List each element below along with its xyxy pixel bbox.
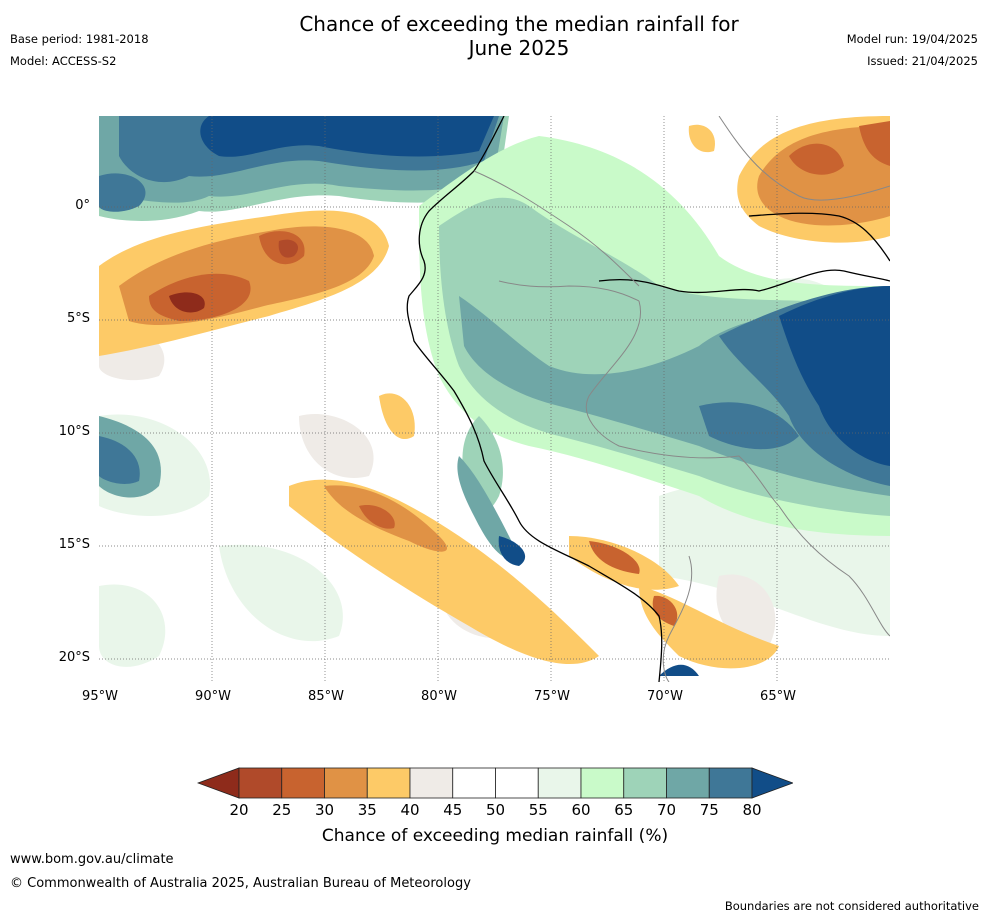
- colorbar-cell: [366, 767, 411, 799]
- colorbar-cell: [666, 767, 710, 799]
- map-title: Chance of exceeding the median rainfall …: [244, 12, 794, 60]
- base-period-text: Base period: 1981-2018: [10, 32, 149, 46]
- boundaries-disclaimer: Boundaries are not considered authoritat…: [724, 899, 979, 913]
- colorbar-tick-label: 25: [272, 801, 292, 819]
- lat-label-5s: 5°S: [66, 311, 90, 326]
- probability-dry-northeast: [688, 116, 890, 243]
- model-text: Model: ACCESS-S2: [10, 54, 117, 68]
- colorbar-cell-above-80: [751, 767, 793, 799]
- amazon-river: [598, 269, 890, 294]
- colorbar-tick-label: 75: [699, 801, 719, 819]
- lon-label-75w: 75°W: [534, 689, 570, 704]
- lon-label-70w: 70°W: [647, 689, 683, 704]
- probability-dry-band: [99, 210, 389, 356]
- colorbar-cell: [409, 767, 454, 799]
- title-line-2: June 2025: [468, 36, 570, 60]
- lon-label-95w: 95°W: [82, 689, 118, 704]
- meta-left: Base period: 1981-2018 Model: ACCESS-S2: [10, 28, 149, 72]
- meta-right: Model run: 19/04/2025 Issued: 21/04/2025: [847, 28, 978, 72]
- lon-label-85w: 85°W: [308, 689, 344, 704]
- lat-label-15s: 15°S: [58, 537, 90, 552]
- colorbar-cell: [238, 767, 283, 799]
- colorbar-cell: [623, 767, 667, 799]
- graticule: [99, 116, 890, 682]
- colorbar-tick-label: 50: [485, 801, 506, 819]
- colorbar-tick-label: 20: [229, 801, 249, 819]
- national-borders: [473, 116, 890, 682]
- colorbar-cell: [452, 767, 496, 799]
- issued-text: Issued: 21/04/2025: [867, 54, 978, 68]
- colorbar-tick-label: 30: [314, 801, 335, 819]
- colorbar-tick-label: 45: [443, 801, 463, 819]
- rainfall-map: [99, 116, 890, 682]
- colorbar-tick-label: 55: [528, 801, 548, 819]
- probability-wet-north: [99, 116, 509, 221]
- colorbar-cell: [708, 767, 753, 799]
- colorbar-cell: [537, 767, 582, 799]
- negro-river: [748, 212, 890, 262]
- colorbar-cell-below-20: [197, 767, 240, 799]
- colorbar-tick-label: 40: [400, 801, 420, 819]
- colorbar: [197, 767, 793, 799]
- lon-label-80w: 80°W: [421, 689, 457, 704]
- colorbar-tick-label: 60: [571, 801, 591, 819]
- colorbar-tick-label: 80: [742, 801, 762, 819]
- colorbar-label: Chance of exceeding median rainfall (%): [321, 826, 669, 846]
- probability-dry-diagonal: [289, 393, 779, 669]
- colorbar-tick-label: 65: [614, 801, 634, 819]
- coastline: [406, 116, 663, 682]
- probability-wet-continent: [99, 136, 890, 676]
- title-line-1: Chance of exceeding the median rainfall …: [299, 12, 739, 36]
- lat-label-0: 0°: [75, 198, 90, 213]
- website-url: www.bom.gov.au/climate: [10, 852, 174, 867]
- lon-label-65w: 65°W: [760, 689, 796, 704]
- colorbar-cell: [281, 767, 325, 799]
- lat-label-10s: 10°S: [58, 424, 90, 439]
- colorbar-cell: [324, 767, 368, 799]
- colorbar-tick-label: 35: [357, 801, 377, 819]
- lat-label-20s: 20°S: [58, 650, 90, 665]
- lon-label-90w: 90°W: [195, 689, 231, 704]
- colorbar-tick-label: 70: [656, 801, 677, 819]
- copyright-text: © Commonwealth of Australia 2025, Austra…: [10, 876, 471, 891]
- colorbar-cell: [495, 767, 539, 799]
- model-run-text: Model run: 19/04/2025: [846, 32, 978, 46]
- colorbar-cell: [580, 767, 625, 799]
